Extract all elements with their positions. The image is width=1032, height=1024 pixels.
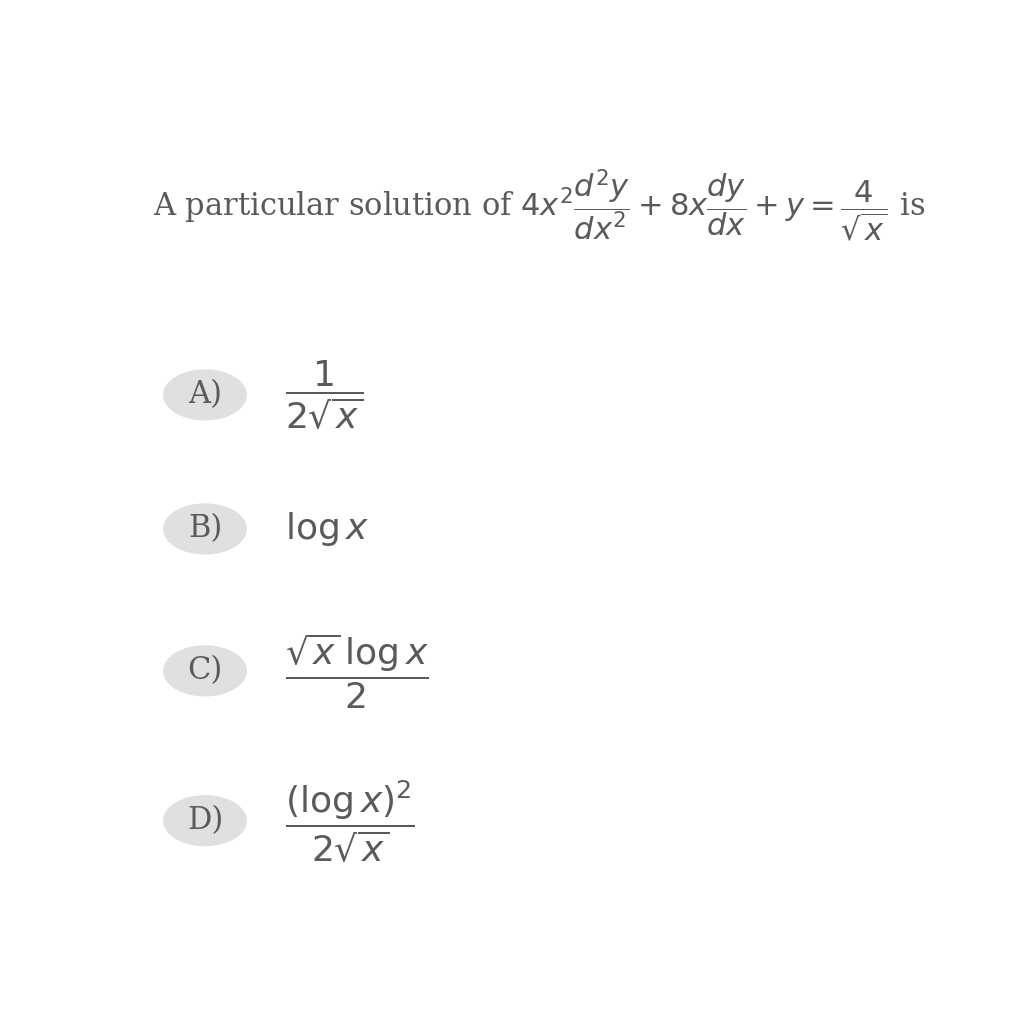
Ellipse shape [163,795,247,846]
Ellipse shape [163,504,247,555]
Ellipse shape [163,645,247,696]
Text: A particular solution of $4x^2\dfrac{d^2y}{dx^2}+8x\dfrac{dy}{dx}+y=\dfrac{4}{\s: A particular solution of $4x^2\dfrac{d^2… [153,168,926,244]
Text: D): D) [187,805,223,837]
Text: $\dfrac{(\log x)^2}{2\sqrt{x}}$: $\dfrac{(\log x)^2}{2\sqrt{x}}$ [285,778,415,863]
Text: $\dfrac{1}{2\sqrt{x}}$: $\dfrac{1}{2\sqrt{x}}$ [285,358,363,431]
Ellipse shape [163,370,247,421]
Text: $\dfrac{\sqrt{x}\,\log x}{2}$: $\dfrac{\sqrt{x}\,\log x}{2}$ [285,631,429,711]
Text: B): B) [188,513,222,545]
Text: C): C) [188,655,223,686]
Text: A): A) [188,380,222,411]
Text: $\log x$: $\log x$ [285,510,369,548]
